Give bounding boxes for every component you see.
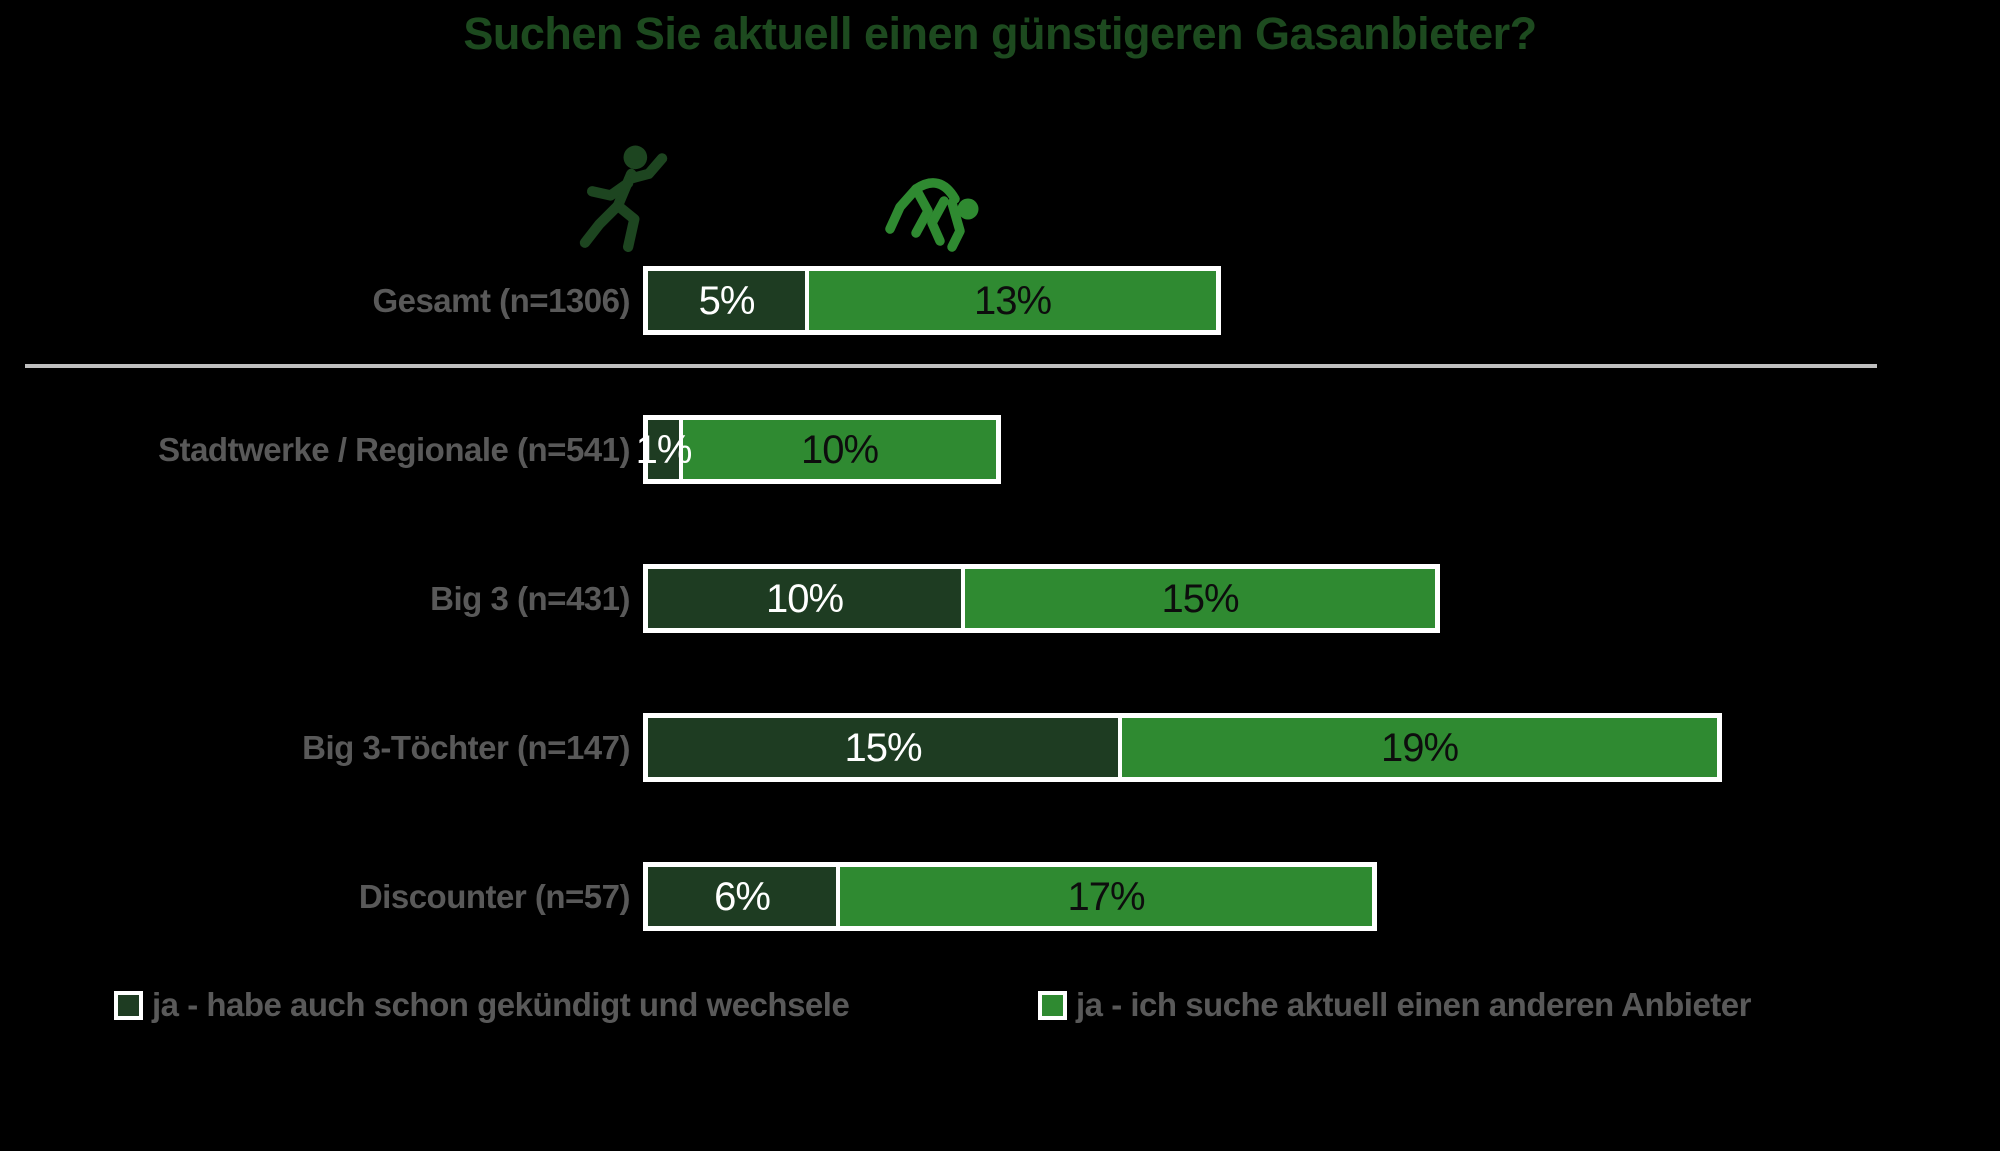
legend-swatch — [1038, 990, 1067, 1020]
bar-segment-searching: 15% — [961, 569, 1435, 628]
legend-item: ja - habe auch schon gekündigt und wechs… — [114, 984, 850, 1026]
bar-value-label: 10% — [765, 576, 844, 621]
stacked-bar: 5% 13% — [643, 266, 1221, 335]
bar-value-label: 5% — [698, 278, 756, 323]
bar-value-label: 10% — [800, 427, 879, 472]
legend-item: ja - ich suche aktuell einen anderen Anb… — [1038, 984, 1751, 1026]
bar-value-label: 1% — [635, 427, 693, 472]
stacked-bar: 6% 17% — [643, 862, 1377, 931]
bar-segment-switching: 1% — [636, 420, 692, 479]
category-label: Gesamt (n=1306) — [372, 281, 630, 319]
bar-row: Stadtwerke / Regionale (n=541) 1% 10% — [0, 415, 2000, 484]
stacked-bar: 10% 15% — [643, 564, 1440, 633]
bar-segment-searching: 19% — [1118, 718, 1717, 777]
category-label: Stadtwerke / Regionale (n=541) — [158, 430, 630, 468]
bar-row: Gesamt (n=1306) 5% 13% — [0, 266, 2000, 335]
separator-line — [25, 364, 1877, 368]
bar-value-label: 17% — [1067, 874, 1145, 919]
bar-segment-switching: 15% — [648, 718, 1118, 777]
category-label: Discounter (n=57) — [358, 877, 631, 915]
bar-segment-searching: 10% — [679, 420, 996, 479]
bar-value-label: 15% — [844, 725, 922, 770]
legend-swatch — [114, 990, 143, 1020]
bar-value-label: 15% — [1161, 576, 1239, 621]
bar-row: Big 3 (n=431) 10% 15% — [0, 564, 2000, 633]
bar-segment-switching: 6% — [648, 867, 836, 926]
category-label: Big 3 (n=431) — [430, 579, 630, 617]
running-person-icon — [576, 144, 670, 252]
chart-title: Suchen Sie aktuell einen günstigeren Gas… — [463, 8, 1537, 59]
legend-label: ja - ich suche aktuell einen anderen Anb… — [1076, 986, 1751, 1023]
category-label: Big 3-Töchter (n=147) — [302, 728, 630, 766]
legend-label: ja - habe auch schon gekündigt und wechs… — [152, 986, 850, 1023]
bar-row: Big 3-Töchter (n=147) 15% 19% — [0, 713, 2000, 782]
bar-value-label: 19% — [1380, 725, 1459, 770]
bar-segment-searching: 13% — [805, 271, 1216, 330]
bar-value-label: 13% — [973, 278, 1052, 323]
bar-segment-searching: 17% — [836, 867, 1372, 926]
bar-value-label: 6% — [714, 874, 771, 919]
bar-row: Discounter (n=57) 6% 17% — [0, 862, 2000, 931]
bar-segment-switching: 5% — [648, 271, 805, 330]
legend: ja - habe auch schon gekündigt und wechs… — [0, 984, 2000, 1026]
stacked-bar: 1% 10% — [636, 415, 1001, 484]
bar-segment-switching: 10% — [648, 569, 961, 628]
stacked-bar: 15% 19% — [643, 713, 1722, 782]
stumbling-runner-icon — [882, 166, 982, 256]
